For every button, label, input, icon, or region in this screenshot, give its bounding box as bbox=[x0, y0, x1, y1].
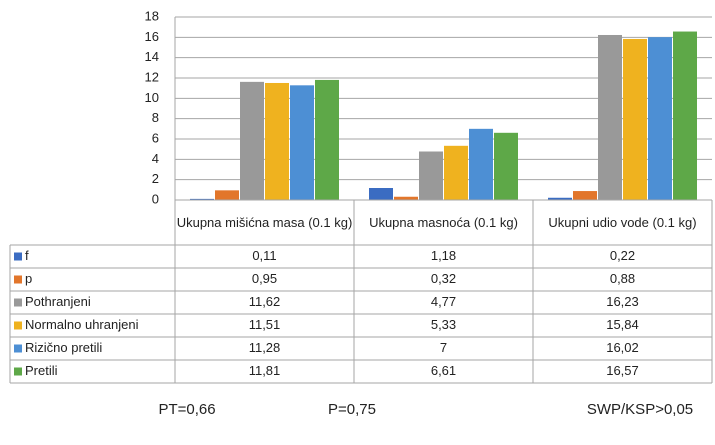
y-tick-label: 8 bbox=[152, 110, 159, 125]
legend-swatch bbox=[14, 344, 22, 353]
y-tick-label: 10 bbox=[145, 90, 159, 105]
table-value: 16,23 bbox=[606, 294, 639, 309]
bar bbox=[548, 197, 572, 200]
legend-label: f bbox=[25, 248, 29, 263]
bar bbox=[598, 34, 622, 201]
legend-label: Normalno uhranjeni bbox=[25, 317, 139, 332]
legend-swatch bbox=[14, 321, 22, 330]
table-value: 6,61 bbox=[431, 363, 456, 378]
y-tick-label: 0 bbox=[152, 191, 159, 206]
table-value: 15,84 bbox=[606, 317, 639, 332]
category-label: Ukupni udio vode (0.1 kg) bbox=[548, 215, 697, 230]
annotation: SWP/KSP>0,05 bbox=[587, 401, 693, 418]
legend-label: Pothranjeni bbox=[25, 294, 91, 309]
table-value: 16,02 bbox=[606, 340, 639, 355]
table-value: 0,22 bbox=[610, 248, 635, 263]
bar bbox=[494, 132, 518, 200]
y-tick-label: 16 bbox=[145, 29, 159, 44]
legend-label: Rizično pretili bbox=[25, 340, 102, 355]
annotation: PT=0,66 bbox=[158, 401, 215, 418]
category-header: Ukupni udio vode (0.1 kg) bbox=[548, 215, 697, 230]
y-tick-label: 12 bbox=[145, 69, 159, 84]
legend-label: p bbox=[25, 271, 32, 286]
bar bbox=[469, 128, 493, 200]
table-value: 7 bbox=[440, 340, 447, 355]
table-value: 0,32 bbox=[431, 271, 456, 286]
legend-swatch bbox=[14, 367, 22, 376]
y-tick-label: 14 bbox=[145, 49, 159, 64]
table-value: 5,33 bbox=[431, 317, 456, 332]
bar bbox=[240, 81, 264, 200]
table-value: 4,77 bbox=[431, 294, 456, 309]
y-tick-label: 4 bbox=[152, 151, 159, 166]
bar bbox=[419, 151, 443, 200]
y-tick-label: 18 bbox=[145, 8, 159, 23]
table-value: 0,95 bbox=[252, 271, 277, 286]
table-value: 11,51 bbox=[249, 317, 281, 332]
category-header: Ukupna masnoća (0.1 kg) bbox=[369, 215, 518, 230]
category-label: Ukupna masnoća (0.1 kg) bbox=[369, 215, 518, 230]
legend-label: Pretili bbox=[25, 363, 58, 378]
y-tick-label: 2 bbox=[152, 171, 159, 186]
table-value: 0,88 bbox=[610, 271, 635, 286]
legend-swatch bbox=[14, 252, 22, 261]
bar bbox=[315, 79, 339, 200]
bar bbox=[394, 196, 418, 200]
bar bbox=[190, 198, 214, 200]
category-header: Ukupna mišićna masa (0.1 kg) bbox=[176, 215, 353, 230]
bar bbox=[369, 188, 393, 200]
table-value: 11,62 bbox=[249, 294, 281, 309]
table-value: 1,18 bbox=[431, 248, 456, 263]
bar bbox=[265, 82, 289, 200]
bar bbox=[444, 145, 468, 200]
bar bbox=[648, 37, 672, 200]
bar bbox=[215, 190, 239, 200]
annotation: P=0,75 bbox=[328, 401, 376, 418]
table-value: 16,57 bbox=[606, 363, 639, 378]
table-value: 11,28 bbox=[249, 340, 281, 355]
bar bbox=[290, 85, 314, 200]
bar bbox=[673, 31, 697, 201]
legend-swatch bbox=[14, 275, 22, 284]
table-value: 0,11 bbox=[252, 248, 276, 263]
legend-swatch bbox=[14, 298, 22, 307]
bar bbox=[623, 38, 647, 201]
category-label: Ukupna mišićna masa (0.1 kg) bbox=[176, 215, 353, 230]
plot-area bbox=[175, 17, 712, 200]
table-value: 11,81 bbox=[249, 363, 281, 378]
y-tick-label: 6 bbox=[152, 130, 159, 145]
bar bbox=[573, 191, 597, 200]
